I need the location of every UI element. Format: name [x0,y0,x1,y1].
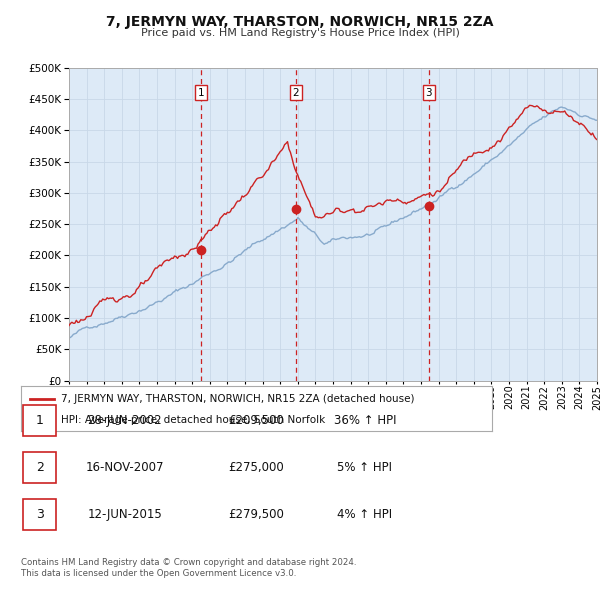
Text: 3: 3 [36,508,44,522]
Text: 16-NOV-2007: 16-NOV-2007 [85,461,164,474]
Text: £279,500: £279,500 [229,508,284,522]
Text: 7, JERMYN WAY, THARSTON, NORWICH, NR15 2ZA: 7, JERMYN WAY, THARSTON, NORWICH, NR15 2… [106,15,494,29]
Text: HPI: Average price, detached house, South Norfolk: HPI: Average price, detached house, Sout… [61,415,325,425]
FancyBboxPatch shape [23,499,56,530]
Text: 5% ↑ HPI: 5% ↑ HPI [337,461,392,474]
Text: 2: 2 [292,88,299,98]
Text: 12-JUN-2015: 12-JUN-2015 [87,508,162,522]
Text: 7, JERMYN WAY, THARSTON, NORWICH, NR15 2ZA (detached house): 7, JERMYN WAY, THARSTON, NORWICH, NR15 2… [61,394,415,404]
Text: Price paid vs. HM Land Registry's House Price Index (HPI): Price paid vs. HM Land Registry's House … [140,28,460,38]
Text: 3: 3 [425,88,432,98]
Text: 36% ↑ HPI: 36% ↑ HPI [334,414,396,427]
Text: Contains HM Land Registry data © Crown copyright and database right 2024.
This d: Contains HM Land Registry data © Crown c… [21,558,356,578]
FancyBboxPatch shape [23,453,56,483]
Text: 1: 1 [197,88,204,98]
Text: 1: 1 [36,414,44,427]
Text: 2: 2 [36,461,44,474]
Text: 28-JUN-2002: 28-JUN-2002 [88,414,162,427]
Text: £275,000: £275,000 [229,461,284,474]
Text: 4% ↑ HPI: 4% ↑ HPI [337,508,392,522]
FancyBboxPatch shape [23,405,56,435]
Text: £209,500: £209,500 [229,414,284,427]
